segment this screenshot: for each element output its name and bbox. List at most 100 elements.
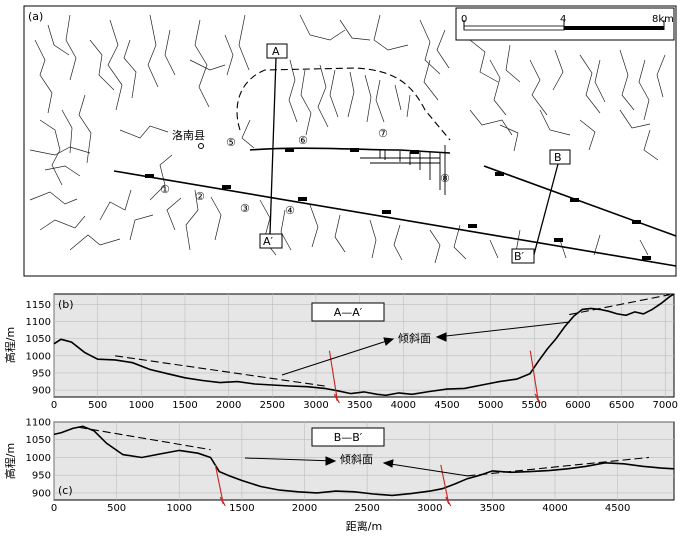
fault-mark bbox=[440, 464, 452, 507]
chart-b-faults bbox=[328, 350, 541, 404]
x-tick-label: 4500 bbox=[434, 400, 459, 411]
y-tick-label: 900 bbox=[32, 488, 51, 499]
chart-c-title-box bbox=[311, 427, 385, 447]
profile-label-a: A bbox=[272, 45, 280, 58]
x-tick-label: 500 bbox=[107, 503, 126, 514]
site-8: ⑧ bbox=[440, 172, 450, 185]
x-tick-label: 0 bbox=[51, 400, 57, 411]
chart-c-faults bbox=[214, 464, 452, 507]
x-tick-label: 3500 bbox=[347, 400, 372, 411]
fault-curve bbox=[249, 147, 451, 154]
chart-c-x-ticks: 0 500 1000 1500 2000 2500 3000 3500 4000 4500 bbox=[51, 503, 631, 514]
fault-mark bbox=[529, 350, 541, 404]
drainage-network bbox=[29, 14, 666, 264]
x-tick-label: 5000 bbox=[478, 400, 503, 411]
chart-c-panel-label: (c) bbox=[58, 484, 73, 497]
scarp-hachures bbox=[360, 145, 446, 195]
y-tick-label: 1050 bbox=[26, 334, 51, 345]
y-tick-label: 950 bbox=[32, 471, 51, 482]
chart-b-y-ticks: 900 950 1000 1050 1100 1150 bbox=[26, 300, 51, 397]
fault-main bbox=[113, 170, 677, 267]
chart-b-title-box bbox=[311, 302, 385, 322]
site-1: ① bbox=[160, 183, 170, 196]
x-tick-label: 4500 bbox=[605, 503, 630, 514]
chart-b-grid bbox=[53, 294, 674, 397]
scale-tick-8: 8km bbox=[652, 14, 674, 25]
y-tick-label: 950 bbox=[32, 368, 51, 379]
profile-label-a-prime: A′ bbox=[263, 235, 274, 248]
x-tick-label: 4000 bbox=[391, 400, 416, 411]
x-tick-label: 0 bbox=[51, 503, 57, 514]
x-tick-label: 1000 bbox=[167, 503, 192, 514]
scale-tick-4: 4 bbox=[560, 14, 566, 25]
x-tick-label: 2000 bbox=[292, 503, 317, 514]
chart-b-title: A—A′ bbox=[334, 306, 363, 319]
x-tick-label: 2500 bbox=[354, 503, 379, 514]
x-tick-label: 4000 bbox=[542, 503, 567, 514]
x-tick-label: 6500 bbox=[609, 400, 634, 411]
x-tick-label: 7000 bbox=[653, 400, 678, 411]
chart-b-panel-label: (b) bbox=[58, 298, 74, 311]
site-4: ④ bbox=[285, 204, 295, 217]
chart-c-y-ticks: 900 950 1000 1050 1100 bbox=[26, 418, 51, 500]
chart-b-annotation: 倾斜面 bbox=[398, 332, 431, 345]
county-name: 洛南县 bbox=[172, 128, 205, 142]
y-tick-label: 1100 bbox=[26, 317, 51, 328]
x-tick-label: 3000 bbox=[303, 400, 328, 411]
fault-ticks bbox=[145, 148, 651, 260]
x-tick-label: 1000 bbox=[129, 400, 154, 411]
site-7: ⑦ bbox=[378, 127, 388, 140]
chart-b-ylabel: 高程/m bbox=[3, 327, 17, 363]
y-tick-label: 1050 bbox=[26, 435, 51, 446]
chart-c-profile-line bbox=[53, 425, 675, 497]
chart-c-annotation-arrows bbox=[244, 456, 469, 477]
x-tick-label: 3000 bbox=[417, 503, 442, 514]
x-tick-label: 1500 bbox=[172, 400, 197, 411]
scale-bar: 0 4 8km bbox=[455, 7, 675, 41]
x-tick-label: 2500 bbox=[260, 400, 285, 411]
chart-c-grid bbox=[53, 421, 674, 500]
county-marker bbox=[198, 143, 204, 149]
chart-c-xlabel: 距离/m bbox=[346, 519, 382, 533]
chart-c-annotation: 倾斜面 bbox=[340, 453, 373, 466]
dashed-surface bbox=[467, 456, 650, 477]
map-panel-label: (a) bbox=[28, 10, 43, 23]
site-3: ③ bbox=[240, 202, 250, 215]
site-5: ⑤ bbox=[226, 136, 236, 149]
profile-line-a: A A′ bbox=[259, 43, 288, 249]
chart-b-x-ticks: 0 500 1000 1500 2000 2500 3000 3500 4000 4500 5000… bbox=[51, 400, 678, 411]
profile-label-b-prime: B′ bbox=[514, 250, 525, 263]
y-tick-label: 900 bbox=[32, 386, 51, 397]
x-tick-label: 2000 bbox=[216, 400, 241, 411]
dashed-surface bbox=[78, 426, 211, 451]
y-tick-label: 1100 bbox=[26, 418, 51, 429]
profile-line-b: B B′ bbox=[511, 149, 571, 264]
fault-mark bbox=[214, 464, 226, 507]
chart-b-annotation-arrows bbox=[281, 321, 571, 376]
x-tick-label: 5500 bbox=[522, 400, 547, 411]
y-tick-label: 1000 bbox=[26, 351, 51, 362]
chart-c-dashed-surfaces bbox=[78, 426, 650, 477]
x-tick-label: 500 bbox=[88, 400, 107, 411]
profile-label-b: B bbox=[554, 151, 562, 164]
fault-mark bbox=[328, 350, 340, 404]
dashed-boundary bbox=[236, 67, 451, 141]
chart-b-dashed-surfaces bbox=[115, 294, 670, 387]
map-frame bbox=[23, 5, 677, 277]
site-2: ② bbox=[195, 190, 205, 203]
site-6: ⑥ bbox=[298, 134, 308, 147]
x-tick-label: 6000 bbox=[565, 400, 590, 411]
chart-c-ylabel: 高程/m bbox=[3, 443, 17, 479]
dashed-surface bbox=[569, 294, 670, 316]
x-tick-label: 1500 bbox=[229, 503, 254, 514]
x-tick-label: 3500 bbox=[480, 503, 505, 514]
chart-b-profile-line bbox=[53, 293, 675, 397]
y-tick-label: 1000 bbox=[26, 453, 51, 464]
fault-east bbox=[483, 165, 677, 237]
scale-tick-0: 0 bbox=[461, 14, 467, 25]
y-tick-label: 1150 bbox=[26, 300, 51, 311]
chart-c-title: B—B′ bbox=[334, 431, 363, 444]
